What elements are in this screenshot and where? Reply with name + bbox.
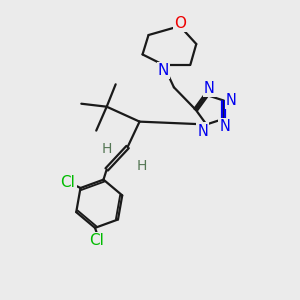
Text: H: H bbox=[136, 158, 147, 172]
Text: O: O bbox=[174, 16, 186, 31]
Text: N: N bbox=[226, 93, 237, 108]
Text: Cl: Cl bbox=[89, 233, 104, 248]
Text: H: H bbox=[101, 142, 112, 155]
Text: Cl: Cl bbox=[61, 175, 75, 190]
Text: N: N bbox=[204, 81, 215, 96]
Text: N: N bbox=[197, 124, 208, 139]
Text: N: N bbox=[158, 63, 169, 78]
Text: N: N bbox=[220, 119, 230, 134]
